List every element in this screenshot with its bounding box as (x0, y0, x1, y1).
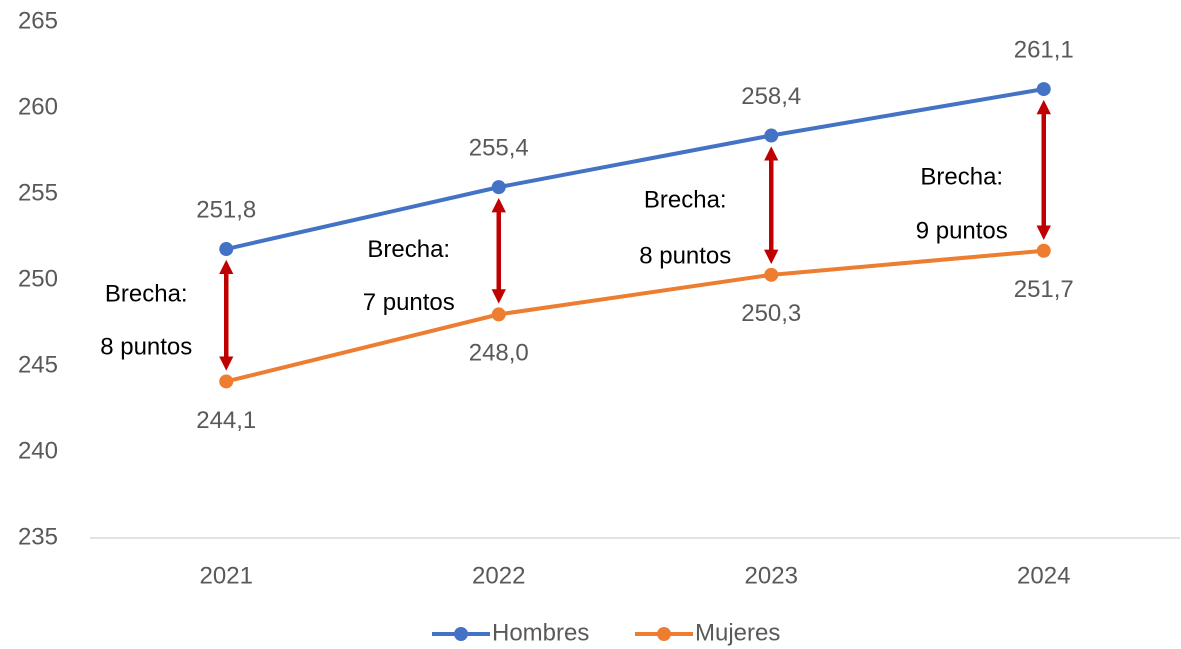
point (764, 267, 779, 282)
point (764, 128, 779, 143)
annotation: Brecha: (920, 163, 1003, 190)
annotation: Brecha: (367, 236, 450, 263)
value-label: 244,1 (196, 407, 256, 434)
x-tick-label: 2023 (745, 562, 798, 589)
y-tick-label: 260 (18, 93, 58, 120)
point (491, 180, 506, 195)
annotation: 7 puntos (363, 289, 455, 316)
value-label: 250,3 (741, 300, 801, 327)
value-label: 255,4 (469, 134, 529, 161)
point (1036, 82, 1051, 97)
y-tick-label: 235 (18, 523, 58, 550)
series-line (225, 87, 1045, 251)
y-tick-label: 240 (18, 437, 58, 464)
value-label: 258,4 (741, 83, 801, 110)
series-line (225, 248, 1044, 384)
annotation: 8 puntos (639, 243, 731, 270)
point (219, 242, 234, 257)
point (1036, 243, 1051, 258)
x-tick-label: 2024 (1017, 562, 1070, 589)
annotation: 9 puntos (916, 217, 1008, 244)
legend-marker (454, 627, 468, 641)
annotation: 8 puntos (100, 334, 192, 361)
value-label: 251,7 (1014, 276, 1074, 303)
point (219, 374, 234, 389)
value-label: 248,0 (469, 340, 529, 367)
x-tick-label: 2021 (200, 562, 253, 589)
y-tick-label: 255 (18, 179, 58, 206)
y-tick-label: 265 (18, 7, 58, 34)
y-tick-label: 245 (18, 351, 58, 378)
point (491, 307, 506, 322)
legend-marker (657, 627, 671, 641)
annotation: Brecha: (105, 281, 188, 308)
value-label: 261,1 (1014, 36, 1074, 63)
legend-label: Mujeres (695, 619, 780, 646)
y-tick-label: 250 (18, 265, 58, 292)
value-label: 251,8 (196, 196, 256, 223)
legend-label: Hombres (492, 619, 589, 646)
annotation: Brecha: (644, 187, 727, 214)
x-tick-label: 2022 (472, 562, 525, 589)
